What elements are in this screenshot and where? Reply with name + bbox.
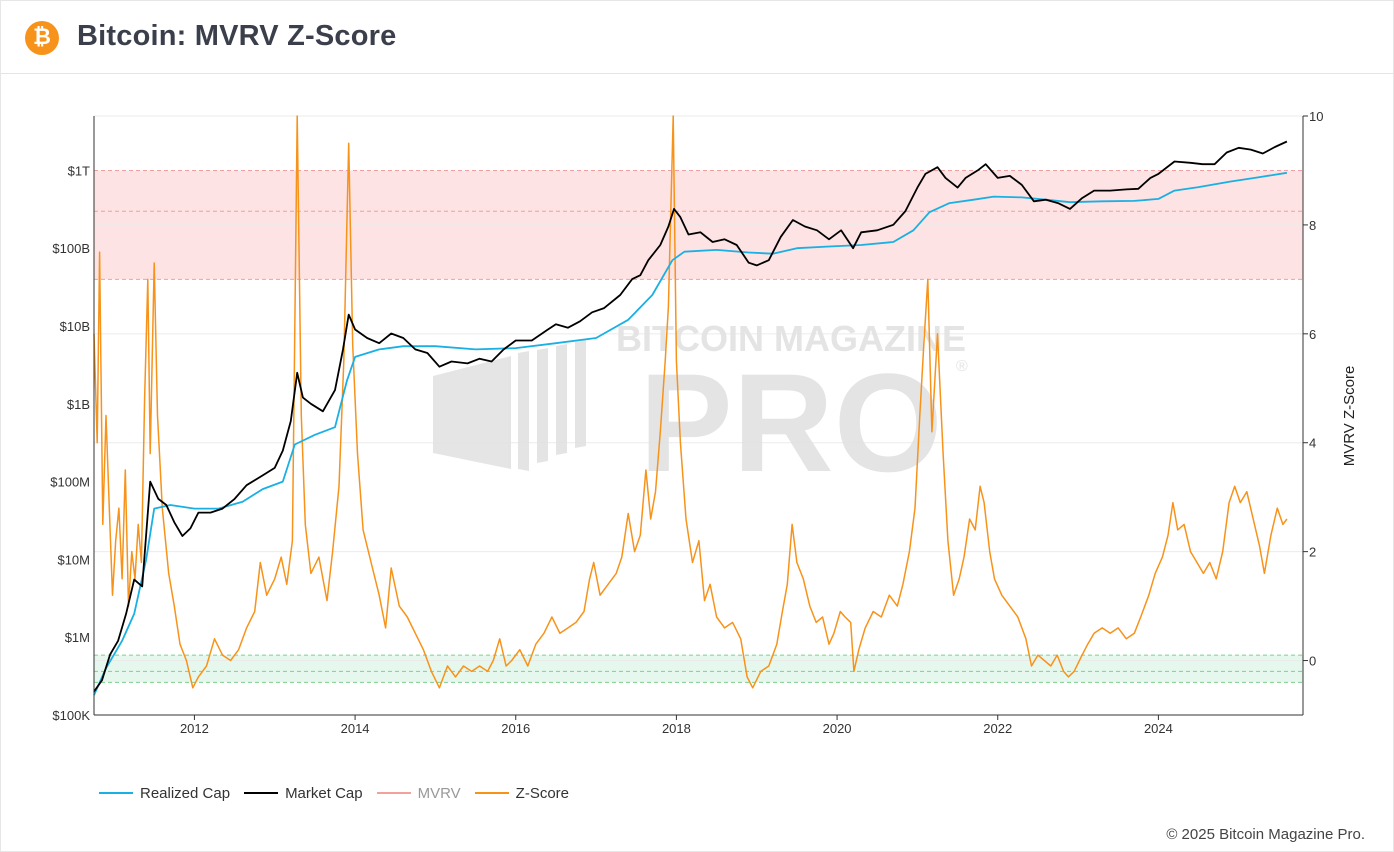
legend-label: Realized Cap [140,784,231,802]
axes [93,116,1304,716]
legend-swatch [376,792,411,794]
legend-label: Z-Score [515,784,570,802]
right-tick-label: 2 [1309,545,1316,560]
legend-swatch [474,792,509,794]
watermark: BITCOIN MAGAZINE PRO ® [433,318,968,501]
x-tick-label: 2022 [983,721,1012,736]
series-market-cap[interactable] [93,140,1288,693]
left-tick-label: $1T [68,163,90,178]
bitcoin-logo-icon: ₿ [25,21,59,55]
header: ₿ Bitcoin: MVRV Z-Score [1,1,1393,74]
watermark-line2: PRO [639,344,942,501]
legend-item-z-score[interactable]: Z-Score [474,784,570,802]
x-tick-label: 2012 [180,721,209,736]
legend-item-mvrv[interactable]: MVRV [376,784,461,802]
right-axis-title: MVRV Z-Score [1341,366,1358,467]
right-tick-label: 0 [1309,654,1316,669]
x-tick-label: 2016 [501,721,530,736]
left-axis-ticks: $100K $1M $10M $100M $1B $10B $100B $1T [50,163,90,723]
watermark-stripes-icon [433,340,586,471]
x-axis-ticks: 2012 2014 2016 2018 2020 2022 2024 [180,715,1173,736]
right-axis-ticks: 0 2 4 6 8 10 [1303,109,1323,669]
left-tick-label: $10B [60,319,90,334]
mvrv-chart[interactable]: BITCOIN MAGAZINE PRO ® $100K $1M $10M $100M… [1,1,1394,771]
left-tick-label: $10M [57,552,90,567]
legend-label: Market Cap [285,784,363,802]
legend: Realized Cap Market Cap MVRV Z-Score [99,783,583,803]
x-tick-label: 2018 [662,721,691,736]
x-tick-label: 2024 [1144,721,1173,736]
watermark-line1: BITCOIN MAGAZINE [616,318,966,359]
legend-swatch [244,792,279,794]
legend-item-market-cap[interactable]: Market Cap [244,785,363,802]
left-tick-label: $100K [52,708,90,723]
right-tick-label: 6 [1309,327,1316,342]
right-tick-label: 4 [1309,436,1316,451]
x-tick-label: 2020 [823,721,852,736]
legend-item-realized-cap[interactable]: Realized Cap [99,785,230,802]
page-title: Bitcoin: MVRV Z-Score [77,20,397,52]
band-low [94,655,1303,683]
legend-label: MVRV [417,784,461,802]
series-layer [93,115,1288,696]
series-z-score[interactable] [93,115,1288,689]
left-tick-label: $100B [52,241,90,256]
left-tick-label: $100M [50,475,90,490]
left-tick-label: $1M [65,630,90,645]
watermark-registered: ® [956,358,968,375]
legend-swatch [99,792,133,794]
right-tick-label: 10 [1309,109,1323,124]
right-tick-label: 8 [1309,218,1316,233]
x-tick-label: 2014 [341,721,370,736]
left-tick-label: $1B [67,397,90,412]
copyright: © 2025 Bitcoin Magazine Pro. [1166,826,1365,843]
